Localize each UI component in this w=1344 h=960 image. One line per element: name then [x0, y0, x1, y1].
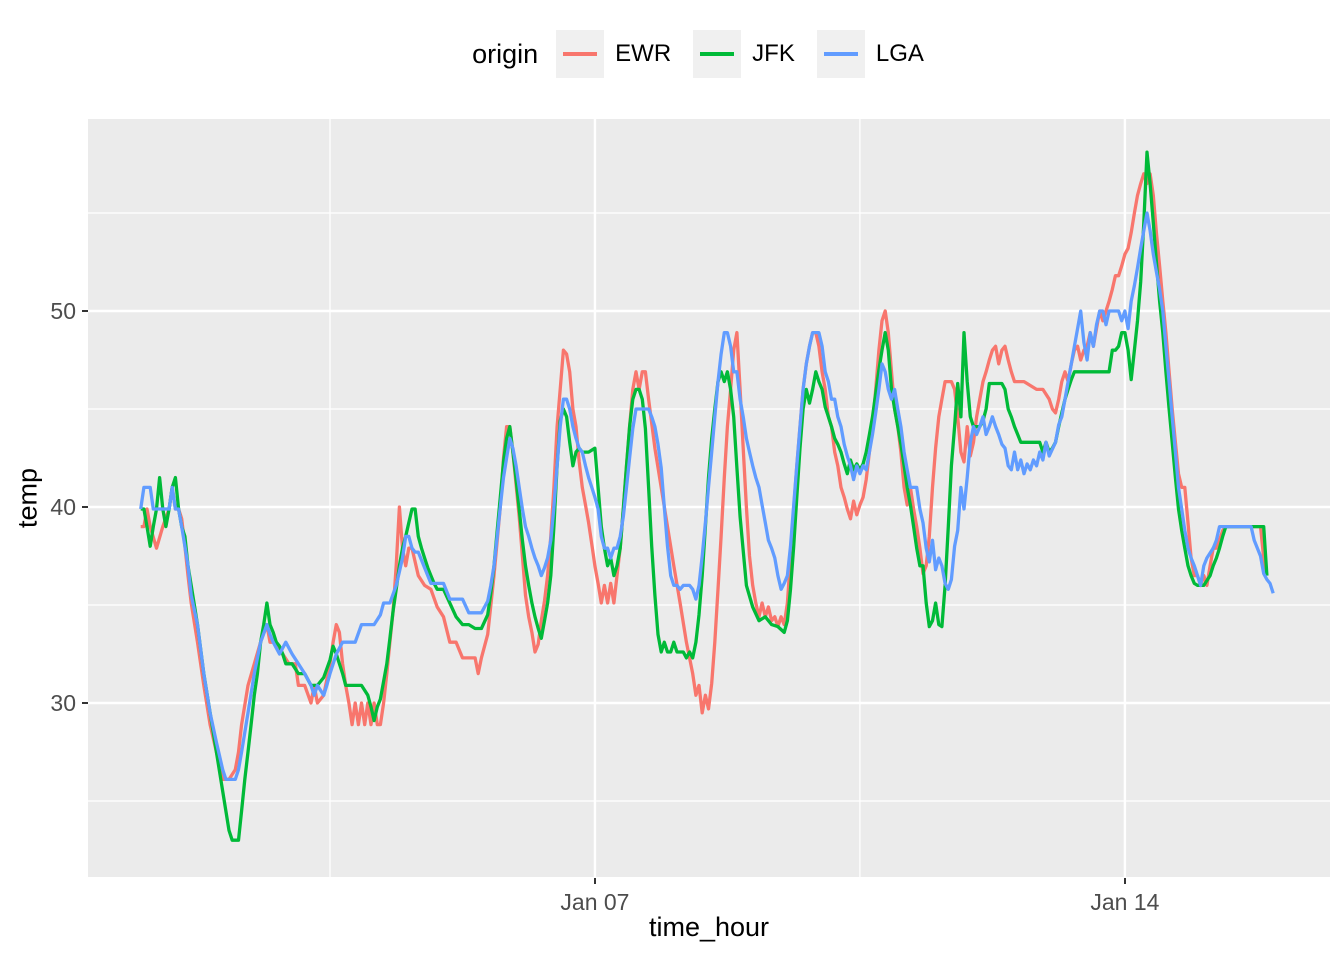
x-tick-label: Jan 14: [1090, 889, 1160, 915]
plot-canvas: [88, 119, 1330, 877]
legend-key-ewr: [556, 30, 605, 78]
ewr-line-swatch-icon: [563, 52, 598, 56]
y-tick-mark: [82, 702, 88, 704]
legend: origin EWR JFK LGA: [88, 28, 1330, 80]
y-tick-label: 30: [50, 690, 76, 716]
lga-line-swatch-icon: [823, 52, 858, 56]
y-tick-label: 50: [50, 298, 76, 324]
legend-key-lga: [816, 30, 865, 78]
y-tick-mark: [82, 506, 88, 508]
plot-panel: [88, 119, 1330, 877]
x-tick-mark: [1123, 878, 1126, 884]
x-tick-label: Jan 07: [560, 889, 630, 915]
legend-title: origin: [472, 38, 539, 69]
legend-item-lga: LGA: [816, 30, 924, 78]
series-line-jfk: [140, 150, 1269, 842]
y-axis-title: temp: [12, 467, 43, 529]
series-line-lga: [139, 211, 1275, 782]
legend-key-jfk: [693, 30, 742, 78]
legend-label-lga: LGA: [875, 40, 924, 67]
x-axis-title: time_hour: [648, 912, 770, 942]
y-tick-mark: [82, 310, 88, 312]
x-tick-mark: [593, 878, 596, 884]
legend-label-jfk: JFK: [752, 40, 795, 67]
y-tick-label: 40: [50, 494, 76, 520]
legend-item-ewr: EWR: [556, 30, 671, 78]
legend-label-ewr: EWR: [615, 40, 672, 67]
jfk-line-swatch-icon: [700, 52, 735, 56]
series-line-ewr: [140, 172, 1269, 782]
legend-item-jfk: JFK: [693, 30, 795, 78]
